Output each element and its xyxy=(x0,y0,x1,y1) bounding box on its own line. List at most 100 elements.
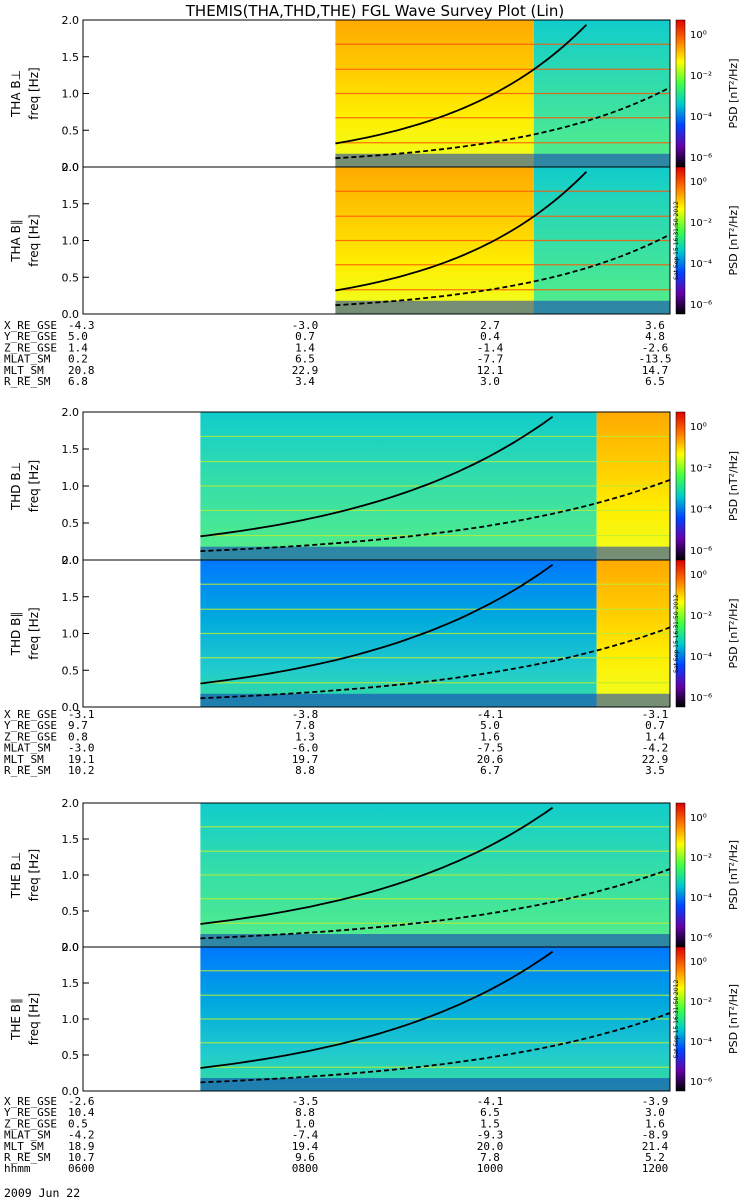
ephemeris-value: 1.3 xyxy=(295,730,315,743)
gyrofrequency-curve xyxy=(200,806,554,925)
ephemeris-row-label: R_RE_SM xyxy=(4,375,51,388)
y-tick-label: 1.0 xyxy=(62,480,80,493)
y-tick-label: 1.5 xyxy=(62,443,80,456)
ephemeris-value: 0.7 xyxy=(295,330,315,343)
ephemeris-value: 6.5 xyxy=(645,375,665,388)
ephemeris-row-label: MLT_SM xyxy=(4,364,44,377)
component-label: THE B∥ xyxy=(9,998,23,1041)
y-axis-label: freq [Hz] xyxy=(27,214,41,266)
gyrofrequency-curve xyxy=(200,479,671,552)
y-tick-label: 0.5 xyxy=(62,905,80,918)
ephemeris-value: 19.7 xyxy=(292,753,319,766)
colorbar-tick-label: 10⁻⁴ xyxy=(690,893,712,904)
ephemeris-row-label: MLAT_SM xyxy=(4,353,51,366)
low-frequency-band xyxy=(335,153,670,167)
ephemeris-value: 1.4 xyxy=(68,341,88,354)
ephemeris-row-label: hhmm xyxy=(4,1162,31,1175)
ephemeris-row-label: Z_RE_GSE xyxy=(4,730,57,743)
low-frequency-band xyxy=(200,546,670,560)
y-axis-label: freq [Hz] xyxy=(27,849,41,901)
low-frequency-band xyxy=(335,300,670,314)
colorbar xyxy=(675,802,686,948)
y-tick-label: 1.0 xyxy=(62,869,80,882)
ephemeris-row-label: Z_RE_GSE xyxy=(4,1117,57,1130)
component-label: THD B⊥ xyxy=(9,462,23,511)
ephemeris-value: 1200 xyxy=(642,1162,669,1175)
y-tick-label: 1.5 xyxy=(62,591,80,604)
ephemeris-value: 0600 xyxy=(68,1162,95,1175)
ephemeris-value: -4.1 xyxy=(477,708,504,721)
ephemeris-value: -3.0 xyxy=(292,319,319,332)
ephemeris-table: X_RE_GSE -4.3 -3.0 2.7 3.6 Y_RE_GSE 5.0 0.7 0.4 4… xyxy=(4,319,672,388)
spectrogram-panel: 0.0 0.5 1.0 1.5 2.0 freq [Hz] THE B∥ 10⁰ 10⁻² 10⁻… xyxy=(9,941,740,1098)
y-axis-label: freq [Hz] xyxy=(27,993,41,1045)
colorbar-tick-label: 10⁻⁴ xyxy=(690,652,712,663)
y-tick-label: 0.5 xyxy=(62,517,80,530)
ephemeris-value: 0800 xyxy=(292,1162,319,1175)
spectrogram-panels: 0.0 0.5 1.0 1.5 2.0 freq [Hz] THA B⊥ 10⁰ 10⁻² 10⁻… xyxy=(9,14,740,1098)
ephemeris-row-label: MLT_SM xyxy=(4,753,44,766)
colorbar-tick-label: 10⁻² xyxy=(690,853,712,864)
ephemeris-value: 3.0 xyxy=(480,375,500,388)
component-label: THA B∥ xyxy=(9,219,23,263)
y-tick-label: 2.0 xyxy=(62,406,80,419)
ephemeris-value: 1.4 xyxy=(645,730,665,743)
ephemeris-row-label: R_RE_SM xyxy=(4,764,51,777)
colorbar-tick-label: 10⁻⁶ xyxy=(690,693,712,704)
gyrofrequency-curve xyxy=(200,868,671,940)
colorbar-label: PSD [nT²/Hz] xyxy=(727,451,740,521)
ephemeris-value: 1000 xyxy=(477,1162,504,1175)
y-tick-label: 2.0 xyxy=(62,941,80,954)
colorbar-tick-label: 10⁰ xyxy=(690,422,707,433)
ephemeris-value: 20.0 xyxy=(477,1140,504,1153)
colorbar-tick-label: 10⁰ xyxy=(690,177,707,188)
ephemeris-value: -7.5 xyxy=(477,742,504,755)
ephemeris-value: 21.4 xyxy=(642,1140,669,1153)
colorbar-tick-label: 10⁻⁴ xyxy=(690,505,712,516)
ephemeris-value: -3.1 xyxy=(642,708,669,721)
y-tick-label: 1.5 xyxy=(62,198,80,211)
spectrogram-panel: 0.0 0.5 1.0 1.5 2.0 freq [Hz] THD B⊥ 10⁰ 10⁻² 10⁻… xyxy=(9,406,740,567)
ephemeris-value: 5.0 xyxy=(480,719,500,732)
ephemeris-value: 6.5 xyxy=(295,353,315,366)
colorbar-tick-label: 10⁻⁴ xyxy=(690,112,712,123)
ephemeris-row-label: MLT_SM xyxy=(4,1140,44,1153)
colorbar-label: PSD [nT²/Hz] xyxy=(727,205,740,275)
colorbar-label: PSD [nT²/Hz] xyxy=(727,598,740,668)
ephemeris-value: -3.0 xyxy=(68,742,95,755)
ephemeris-value: 0.5 xyxy=(68,1117,88,1130)
gyrofrequency-curve xyxy=(200,626,671,700)
ephemeris-value: 1.6 xyxy=(645,1117,665,1130)
ephemeris-row-label: MLAT_SM xyxy=(4,742,51,755)
ephemeris-value: 18.9 xyxy=(68,1140,95,1153)
ephemeris-value: 3.4 xyxy=(295,375,315,388)
y-tick-label: 2.0 xyxy=(62,797,80,810)
ephemeris-value: 22.9 xyxy=(292,364,319,377)
colorbar-tick-label: 10⁻² xyxy=(690,463,712,474)
ephemeris-value: 22.9 xyxy=(642,753,669,766)
ephemeris-value: -3.5 xyxy=(292,1095,319,1108)
ephemeris-value: 20.8 xyxy=(68,364,95,377)
y-tick-label: 0.0 xyxy=(62,701,80,714)
y-tick-label: 0.0 xyxy=(62,161,80,174)
spectrogram-panel: 0.0 0.5 1.0 1.5 2.0 freq [Hz] THA B⊥ 10⁰ 10⁻² 10⁻… xyxy=(9,14,740,174)
ephemeris-value: 8.8 xyxy=(295,764,315,777)
timestamp-stamp: Sat Sep 15 16:31:50 2012 xyxy=(673,980,680,1059)
y-tick-label: 0.0 xyxy=(62,941,80,954)
colorbar-tick-label: 10⁰ xyxy=(690,30,707,41)
colorbar xyxy=(675,411,686,561)
colorbar-tick-label: 10⁻⁴ xyxy=(690,259,712,270)
ephemeris-table: X_RE_GSE -2.6 -3.5 -4.1 -3.9 Y_RE_GSE 10.4 8.8 6… xyxy=(4,1095,669,1175)
timestamp-stamp: Sat Sep 15 16:31:50 2012 xyxy=(673,201,680,280)
low-frequency-band xyxy=(200,934,670,947)
colorbar-label: PSD [nT²/Hz] xyxy=(727,58,740,128)
gyrofrequency-curve xyxy=(200,1012,671,1084)
colorbar xyxy=(675,559,686,708)
y-tick-label: 0.0 xyxy=(62,554,80,567)
colorbar-label: PSD [nT²/Hz] xyxy=(727,840,740,910)
colorbar-tick-label: 10⁰ xyxy=(690,813,707,824)
ephemeris-value: 3.6 xyxy=(645,319,665,332)
y-tick-label: 0.5 xyxy=(62,124,80,137)
ephemeris-row-label: X_RE_GSE xyxy=(4,1095,57,1108)
colorbar-tick-label: 10⁻⁶ xyxy=(690,300,712,311)
